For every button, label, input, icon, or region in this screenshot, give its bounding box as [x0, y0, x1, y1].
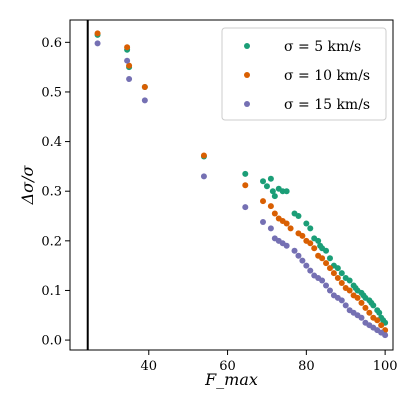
data-point	[260, 178, 267, 185]
data-point	[358, 299, 365, 306]
data-point	[299, 257, 306, 264]
data-point	[307, 225, 314, 232]
data-point	[326, 265, 333, 272]
data-point	[283, 188, 290, 195]
data-point	[366, 309, 373, 316]
data-point	[376, 309, 383, 316]
data-point	[141, 83, 148, 90]
y-tick-label: 0.0	[41, 334, 62, 349]
legend: σ = 5 km/s σ = 10 km/s σ = 15 km/s	[221, 27, 387, 121]
data-point	[242, 170, 249, 177]
x-tick-label: 40	[141, 359, 158, 374]
legend-marker	[244, 101, 250, 107]
data-point	[323, 282, 330, 289]
data-point	[338, 270, 345, 277]
data-point	[315, 237, 322, 244]
legend-box	[221, 27, 387, 121]
data-point	[141, 97, 148, 104]
data-point	[267, 225, 274, 232]
y-axis-title: Δσ/σ	[18, 165, 37, 206]
data-point	[346, 277, 353, 284]
axis-titles: F_max Δσ/σ	[18, 165, 258, 389]
data-point	[338, 280, 345, 287]
data-point	[358, 314, 365, 321]
data-point	[200, 152, 207, 159]
data-point	[326, 255, 333, 262]
series-3	[94, 40, 389, 339]
data-point	[319, 277, 326, 284]
legend-marker	[244, 72, 250, 78]
data-point	[283, 220, 290, 227]
data-point	[303, 262, 310, 269]
data-point	[323, 260, 330, 267]
data-point	[271, 193, 278, 200]
data-point	[342, 302, 349, 309]
data-point	[271, 210, 278, 217]
data-point	[295, 213, 302, 220]
data-point	[242, 204, 249, 211]
y-tick-label: 0.3	[41, 185, 62, 200]
x-tick-label: 80	[298, 359, 315, 374]
data-point	[303, 220, 310, 227]
data-point	[354, 294, 361, 301]
data-point	[330, 270, 337, 277]
data-point	[291, 247, 298, 254]
data-point	[260, 198, 267, 205]
data-point	[200, 173, 207, 180]
data-point	[362, 304, 369, 311]
data-point	[334, 275, 341, 282]
data-point	[307, 240, 314, 247]
data-point	[378, 322, 385, 329]
y-axis-ticks: 0.0 0.1 0.2 0.3 0.4 0.5 0.6	[41, 36, 70, 349]
data-point	[311, 245, 318, 252]
y-tick-label: 0.5	[41, 85, 62, 100]
data-point	[267, 175, 274, 182]
x-axis-ticks: 40 60 80 100	[141, 350, 398, 374]
data-point	[283, 242, 290, 249]
y-tick-label: 0.4	[41, 135, 62, 150]
legend-marker	[244, 43, 250, 49]
x-tick-label: 60	[219, 359, 236, 374]
data-point	[242, 182, 249, 189]
data-point	[126, 62, 133, 69]
data-point	[382, 332, 389, 339]
data-point	[319, 255, 326, 262]
data-point	[326, 287, 333, 294]
x-axis-title: F_max	[204, 370, 258, 389]
axes-frame	[69, 19, 394, 351]
data-point	[307, 267, 314, 274]
data-point	[260, 218, 267, 225]
x-tick-label: 100	[373, 359, 398, 374]
data-point	[346, 287, 353, 294]
data-point	[370, 302, 377, 309]
data-point	[126, 76, 133, 83]
series-2	[94, 30, 389, 334]
legend-label: σ = 15 km/s	[284, 97, 370, 113]
data-point	[287, 225, 294, 232]
data-point	[269, 188, 276, 195]
data-point	[334, 265, 341, 272]
data-point	[338, 297, 345, 304]
data-point	[295, 252, 302, 259]
data-point	[267, 203, 274, 210]
y-tick-label: 0.1	[41, 284, 62, 299]
y-tick-label: 0.2	[41, 234, 62, 249]
data-point	[323, 247, 330, 254]
data-point	[94, 40, 101, 47]
data-point	[124, 44, 131, 51]
y-tick-label: 0.6	[41, 36, 62, 51]
data-point	[374, 317, 381, 324]
data-point	[94, 30, 101, 37]
legend-label: σ = 5 km/s	[284, 39, 361, 55]
plot-frame	[69, 19, 394, 351]
data-points	[94, 30, 389, 339]
data-point	[124, 57, 131, 64]
data-point	[263, 183, 270, 190]
legend-label: σ = 10 km/s	[284, 68, 370, 84]
data-point	[299, 232, 306, 239]
